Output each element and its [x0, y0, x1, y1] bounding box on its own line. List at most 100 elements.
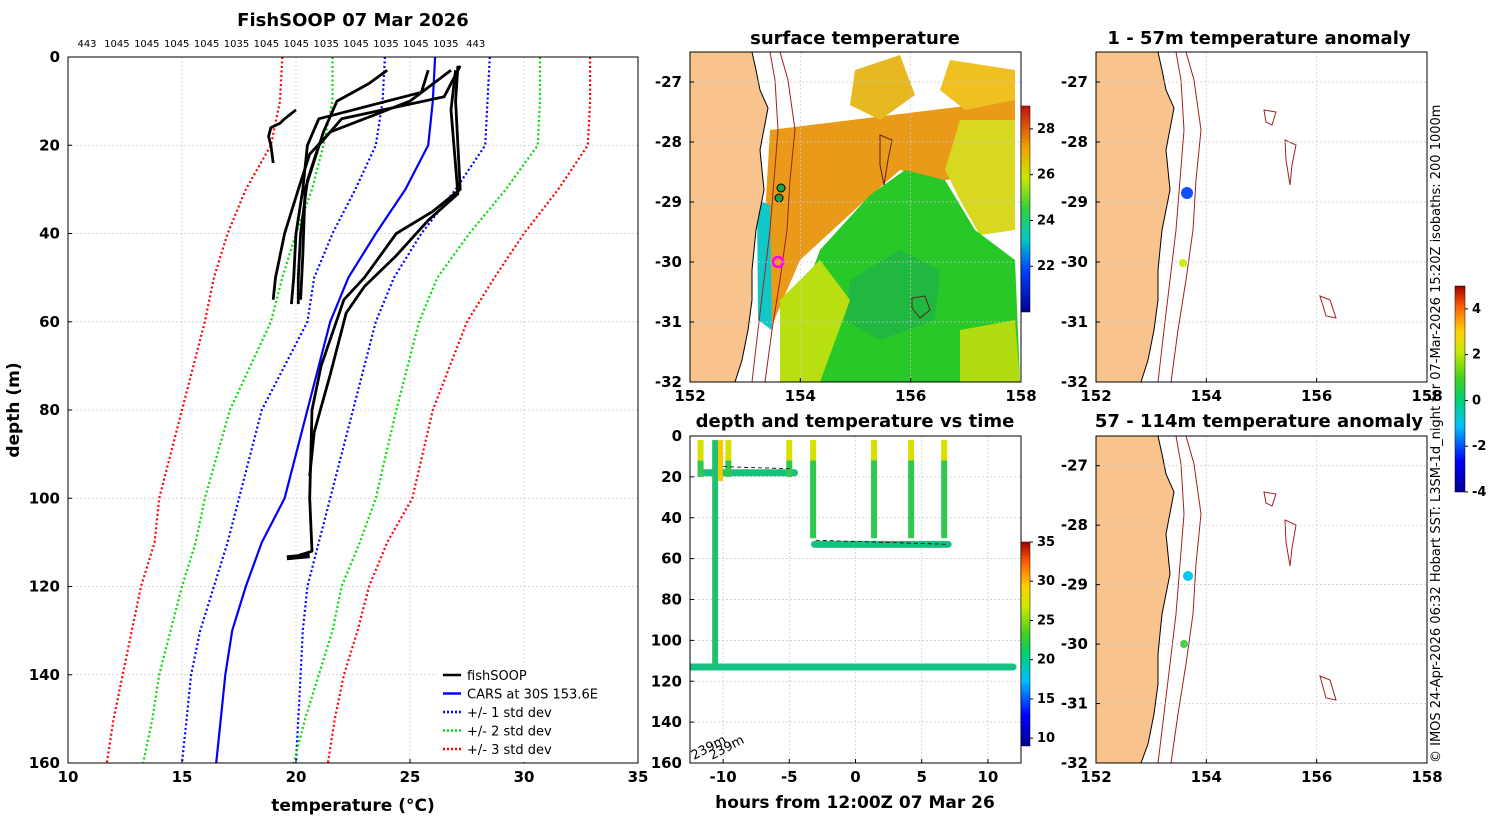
profile-ytick-label: 160 — [29, 754, 60, 772]
colorbar-tick-label: 26 — [1037, 168, 1055, 183]
sst-seamount-2 — [911, 295, 931, 319]
anomaly-deep-title: 57 - 114m temperature anomaly — [1095, 411, 1424, 432]
profile-legend: fishSOOP CARS at 30S 153.6E +/- 1 std dev +… — [437, 664, 637, 762]
sst-ytick-label: -28 — [655, 133, 682, 151]
anomaly-deep-ytick-label: -29 — [1061, 576, 1088, 594]
cars-line-1 — [294, 57, 491, 763]
profile-top-label: 1045 — [343, 39, 368, 50]
timeseries-xtick-label: 0 — [850, 768, 860, 786]
anomaly-deep-seamount-2 — [1284, 519, 1297, 567]
anomaly-deep-xtick-label: 156 — [1301, 768, 1332, 786]
anomaly-shallow-xtick-label: 158 — [1411, 387, 1442, 405]
colorbar-tick-label: -2 — [1472, 439, 1486, 454]
sst-yg-patch — [960, 320, 1020, 382]
sst-ytick-label: -32 — [655, 373, 682, 391]
timeseries-ytick-label: 40 — [661, 509, 682, 527]
sst-track-point-2 — [774, 193, 784, 203]
colorbar-tick-label: 15 — [1037, 692, 1055, 707]
anomaly-deep-ytick-label: -28 — [1061, 516, 1088, 534]
anomaly-shallow-xtick-label: 152 — [1080, 387, 1111, 405]
sst-isobath-1000 — [764, 51, 796, 383]
timeseries-colorbar — [1020, 541, 1031, 747]
timeseries-ytick-label: 100 — [651, 631, 682, 649]
anomaly-shallow-axes-box — [1095, 51, 1428, 383]
colorbar-tick-label: 20 — [1037, 653, 1055, 668]
anomaly-shallow-panel: 1 - 57m temperature anomaly 152 154 156 158… — [1061, 28, 1443, 405]
profile-top-label: 1045 — [164, 39, 189, 50]
colorbar-tick-label: 25 — [1037, 613, 1055, 628]
cars-line-6 — [105, 57, 284, 763]
anomaly-deep-ytick-label: -27 — [1061, 457, 1088, 475]
sst-xtick-label: 154 — [785, 387, 816, 405]
anomaly-shallow-title: 1 - 57m temperature anomaly — [1107, 28, 1410, 49]
anomaly-deep-isobath-1000 — [1170, 435, 1202, 764]
fishsoop-profile-line — [267, 108, 297, 164]
sst-ytick-label: -29 — [655, 193, 682, 211]
profile-xlabel: temperature (°C) — [271, 796, 435, 816]
anomaly-shallow-seamount-1 — [1263, 109, 1277, 126]
timeseries-ytick-label: 80 — [661, 591, 682, 609]
profile-top-label: 1045 — [134, 39, 159, 50]
sst-ytick-label: -31 — [655, 313, 682, 331]
colorbar-tick-label: 2 — [1472, 348, 1481, 363]
profile-top-label: 1045 — [194, 39, 219, 50]
anomaly-deep-seamount-3 — [1319, 675, 1337, 701]
profile-x-ticks: 10 15 20 25 30 35 — [58, 759, 648, 786]
colorbar-tick-label: 35 — [1037, 535, 1055, 550]
anomaly-shallow-isobath-1000 — [1170, 51, 1202, 383]
colorbar-tick-label: 24 — [1037, 213, 1055, 228]
sst-land — [689, 51, 769, 383]
sst-core-region — [845, 250, 940, 340]
anomaly-shallow-land — [1095, 51, 1175, 383]
sst-xtick-label: 158 — [1005, 387, 1036, 405]
sst-yellowgreen-region — [780, 260, 850, 382]
legend-label: +/- 2 std dev — [467, 725, 552, 740]
anomaly-deep-x-ticks: 152 154 156 158 — [1080, 759, 1443, 786]
legend-label: CARS at 30S 153.6E — [467, 688, 598, 703]
anomaly-shallow-ytick-label: -27 — [1061, 73, 1088, 91]
sst-x-ticks: 152 154 156 158 — [674, 378, 1037, 405]
anomaly-shallow-point-2 — [1179, 259, 1187, 267]
sst-colorbar — [1020, 105, 1031, 313]
timeseries-grid — [690, 435, 1021, 764]
anomaly-shallow-point-1 — [1181, 187, 1193, 199]
anomaly-deep-xtick-label: 152 — [1080, 768, 1111, 786]
anomaly-shallow-ytick-label: -30 — [1061, 253, 1088, 271]
timeseries-ytick-label: 160 — [651, 754, 682, 772]
side-caption: © IMOS 24-Apr-2026 06:32 Hobart SST: L3S… — [1429, 105, 1444, 763]
legend-box — [437, 664, 637, 762]
timeseries-ytick-label: 140 — [651, 713, 682, 731]
anomaly-deep-ytick-label: -32 — [1061, 754, 1088, 772]
profile-top-label: 443 — [77, 39, 96, 50]
sst-warm-patch — [850, 55, 915, 120]
legend-label: +/- 1 std dev — [467, 706, 552, 721]
timeseries-data — [690, 440, 1017, 671]
profile-xtick-label: 20 — [286, 768, 307, 786]
colorbar-tick-label: 28 — [1037, 122, 1055, 137]
anomaly-shallow-seamount-3 — [1319, 295, 1337, 319]
timeseries-xtick-label: -5 — [781, 768, 798, 786]
profile-xtick-label: 30 — [514, 768, 535, 786]
anomaly-deep-xtick-label: 158 — [1411, 768, 1442, 786]
profile-ytick-label: 40 — [39, 225, 60, 243]
timeseries-panel: depth and temperature vs time -10 -5 0 5 10 … — [651, 411, 1055, 813]
profile-ytick-label: 100 — [29, 489, 60, 507]
profile-ytick-label: 20 — [39, 136, 60, 154]
timeseries-ytick-label: 60 — [661, 550, 682, 568]
profile-xtick-label: 10 — [58, 768, 79, 786]
cars-line-3 — [292, 57, 542, 763]
profile-title: FishSOOP 07 Mar 2026 — [237, 10, 469, 31]
sst-xtick-label: 152 — [674, 387, 705, 405]
anomaly-deep-y-ticks: -27 -28 -29 -30 -31 -32 — [1061, 457, 1100, 772]
timeseries-ytick-label: 20 — [661, 468, 682, 486]
sst-xtick-label: 156 — [895, 387, 926, 405]
anomaly-deep-land — [1095, 435, 1175, 764]
anomaly-deep-point-1 — [1183, 571, 1193, 581]
timeseries-y-ticks: 0 20 40 60 80 100 120 140 160 — [651, 427, 694, 772]
profile-top-label: 1035 — [313, 39, 338, 50]
profile-top-label: 1035 — [373, 39, 398, 50]
fishsoop-profile-line — [297, 65, 462, 557]
anomaly-shallow-ytick-label: -31 — [1061, 313, 1088, 331]
colorbar-tick-label: -4 — [1472, 485, 1486, 500]
